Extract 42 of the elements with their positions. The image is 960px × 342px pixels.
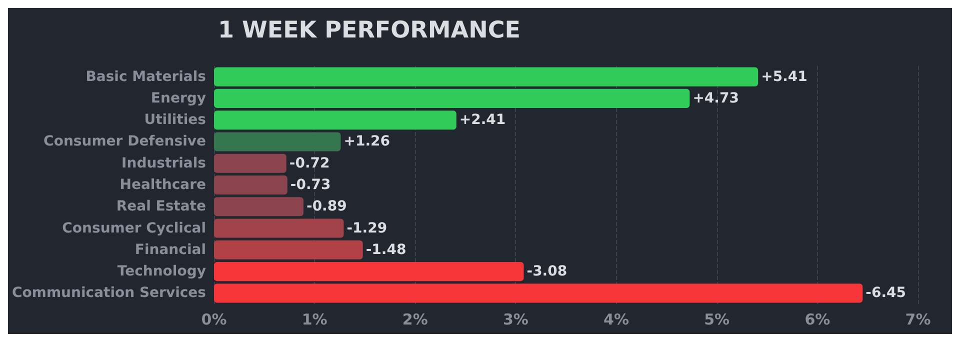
y-tick-label: Technology bbox=[117, 264, 206, 280]
data-label: -0.72 bbox=[289, 155, 330, 172]
y-tick-label: Industrials bbox=[122, 155, 206, 172]
y-tick-label: Healthcare bbox=[120, 177, 206, 193]
data-label: -6.45 bbox=[866, 285, 906, 302]
data-label: -3.08 bbox=[526, 264, 568, 280]
x-tick-label: 7% bbox=[905, 310, 931, 328]
y-tick-label: Utilities bbox=[144, 112, 206, 128]
bar bbox=[214, 88, 690, 108]
x-tick-label: 2% bbox=[402, 310, 428, 328]
data-label: -1.48 bbox=[366, 242, 406, 258]
y-tick-label: Consumer Defensive bbox=[44, 134, 206, 150]
data-label: +2.41 bbox=[459, 112, 506, 128]
chart-title: 1 WEEK PERFORMANCE bbox=[218, 18, 520, 44]
bar bbox=[214, 262, 524, 282]
y-tick-label: Real Estate bbox=[116, 198, 206, 215]
bar bbox=[214, 175, 288, 195]
bar bbox=[214, 67, 758, 86]
x-tick-label: 3% bbox=[502, 310, 528, 328]
bar bbox=[214, 154, 286, 173]
x-tick-label: 0% bbox=[201, 310, 227, 328]
data-label: -1.29 bbox=[346, 220, 388, 236]
bar bbox=[214, 284, 863, 303]
y-tick-label: Communication Services bbox=[12, 285, 206, 302]
data-label: +1.26 bbox=[344, 134, 390, 150]
bar bbox=[214, 132, 341, 152]
bar bbox=[214, 240, 363, 260]
data-label: -0.73 bbox=[290, 177, 331, 193]
y-tick-label: Energy bbox=[150, 90, 206, 106]
y-tick-label: Basic Materials bbox=[86, 68, 206, 85]
y-tick-label: Consumer Cyclical bbox=[62, 220, 206, 236]
x-tick-label: 4% bbox=[604, 310, 630, 328]
bar bbox=[214, 110, 456, 130]
data-label: -0.89 bbox=[306, 198, 347, 215]
data-label: +5.41 bbox=[761, 68, 808, 85]
data-label: +4.73 bbox=[692, 90, 739, 106]
y-tick-label: Financial bbox=[134, 242, 206, 258]
x-tick-label: 5% bbox=[704, 310, 730, 328]
x-tick-label: 6% bbox=[804, 310, 830, 328]
x-tick-label: 1% bbox=[302, 310, 328, 328]
bar bbox=[214, 197, 304, 216]
bar bbox=[214, 218, 344, 238]
